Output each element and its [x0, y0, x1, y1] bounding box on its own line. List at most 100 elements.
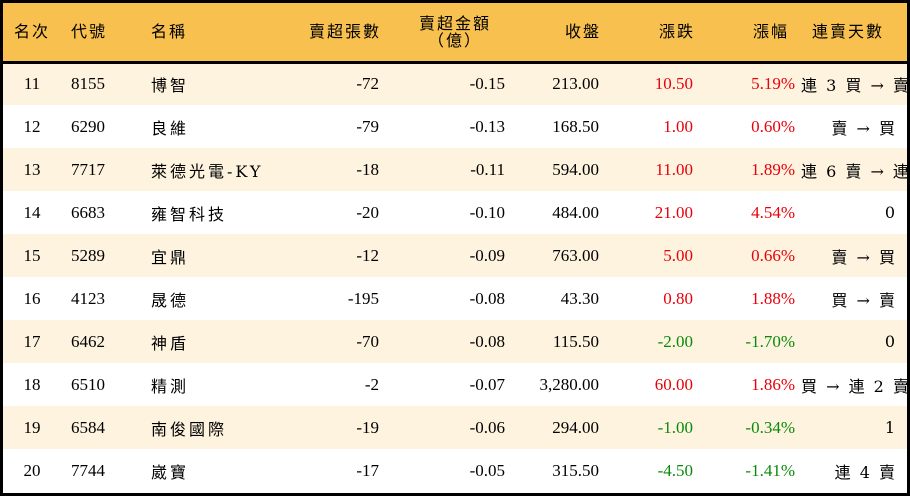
- cell-code: 7717: [71, 159, 105, 179]
- cell-name: 博智: [151, 76, 190, 96]
- cell-consecutive-days: 連 6 賣 → 連 3 買: [801, 161, 910, 181]
- cell-close: 594.00: [552, 159, 599, 179]
- cell-close: 213.00: [552, 74, 599, 94]
- cell-net-sell-lots: -20: [356, 202, 379, 222]
- cell-change-pct: 1.89%: [751, 159, 795, 179]
- cell-rank: 12: [23, 116, 41, 136]
- col-header-net-sell-amount-unit: （億）: [427, 30, 482, 50]
- table-row: 17 6462 神盾 -70 -0.08 115.50 -2.00 -1.70%…: [3, 320, 907, 363]
- cell-rank: 13: [23, 159, 41, 179]
- cell-change: 0.80: [663, 288, 693, 308]
- col-header-consecutive-days: 連賣天數: [811, 22, 884, 42]
- cell-rank: 17: [23, 331, 41, 351]
- cell-net-sell-lots: -79: [356, 116, 379, 136]
- cell-consecutive-days: 買 → 連 2 賣: [801, 376, 909, 396]
- cell-close: 3,280.00: [539, 374, 600, 394]
- cell-code: 6584: [71, 417, 105, 437]
- cell-rank: 20: [23, 460, 41, 480]
- table-row: 11 8155 博智 -72 -0.15 213.00 10.50 5.19% …: [3, 62, 909, 105]
- cell-close: 315.50: [552, 460, 599, 480]
- cell-net-sell-lots: -72: [356, 74, 379, 94]
- cell-change-pct: -0.34%: [745, 417, 795, 437]
- cell-consecutive-days: 連 3 買 → 賣: [801, 76, 909, 96]
- cell-net-sell-lots: -195: [347, 288, 379, 308]
- cell-rank: 19: [23, 417, 41, 437]
- cell-net-sell-lots: -2: [364, 374, 379, 394]
- cell-code: 6510: [71, 374, 105, 394]
- table-body: 11 8155 博智 -72 -0.15 213.00 10.50 5.19% …: [3, 62, 910, 492]
- cell-change-pct: 0.66%: [751, 245, 795, 265]
- col-header-net-sell-amount: 賣超金額 （億）: [385, 3, 511, 62]
- cell-change-pct: -1.70%: [745, 331, 795, 351]
- cell-rank: 15: [23, 245, 41, 265]
- table-row: 18 6510 精測 -2 -0.07 3,280.00 60.00 1.86%…: [3, 363, 909, 406]
- cell-name: 神盾: [151, 333, 190, 353]
- cell-change: 1.00: [663, 116, 693, 136]
- cell-net-sell-amount: -0.13: [469, 116, 505, 136]
- col-header-net-sell-amount-title: 賣超金額: [418, 13, 491, 33]
- cell-change-pct: 4.54%: [751, 202, 795, 222]
- cell-net-sell-amount: -0.15: [469, 74, 505, 94]
- cell-code: 6462: [71, 331, 105, 351]
- cell-code: 6290: [71, 116, 105, 136]
- cell-close: 43.30: [560, 288, 599, 308]
- cell-net-sell-lots: -18: [356, 159, 379, 179]
- cell-consecutive-days: 連 4 賣: [834, 462, 895, 482]
- col-header-close: 收盤: [564, 22, 601, 42]
- cell-rank: 16: [23, 288, 41, 308]
- cell-code: 6683: [71, 202, 105, 222]
- cell-consecutive-days: 買 → 賣: [831, 290, 895, 310]
- cell-close: 168.50: [552, 116, 599, 136]
- cell-code: 8155: [71, 74, 105, 94]
- col-header-change-pct: 漲幅: [752, 22, 789, 42]
- cell-close: 115.50: [552, 331, 599, 351]
- table-row: 20 7744 崴寶 -17 -0.05 315.50 -4.50 -1.41%…: [3, 449, 907, 492]
- cell-consecutive-days: 賣 → 買: [831, 247, 895, 267]
- cell-net-sell-amount: -0.10: [469, 202, 505, 222]
- cell-change: 11.00: [655, 159, 693, 179]
- cell-consecutive-days: 賣 → 買: [831, 118, 895, 138]
- cell-name: 雍智科技: [151, 204, 228, 224]
- cell-close: 294.00: [552, 417, 599, 437]
- cell-name: 精測: [151, 376, 190, 396]
- cell-consecutive-days: 0: [884, 203, 895, 222]
- cell-net-sell-amount: -0.11: [470, 159, 505, 179]
- cell-change: 21.00: [654, 202, 693, 222]
- cell-net-sell-amount: -0.08: [469, 331, 505, 351]
- table-row: 13 7717 萊德光電-KY -18 -0.11 594.00 11.00 1…: [3, 148, 910, 191]
- cell-change-pct: 1.86%: [751, 374, 795, 394]
- col-header-change: 漲跌: [658, 22, 695, 42]
- cell-close: 763.00: [552, 245, 599, 265]
- cell-name: 良維: [151, 118, 190, 138]
- cell-change: 10.50: [654, 74, 693, 94]
- table-row: 14 6683 雍智科技 -20 -0.10 484.00 21.00 4.54…: [3, 191, 907, 234]
- cell-net-sell-lots: -19: [356, 417, 379, 437]
- cell-change-pct: 5.19%: [751, 74, 795, 94]
- cell-change: 60.00: [654, 374, 693, 394]
- header-row: 名次 代號 名稱 賣超張數 賣超金額 （億） 收盤 漲跌 漲幅 連賣天數: [3, 3, 907, 62]
- cell-rank: 11: [23, 74, 41, 94]
- cell-change-pct: 0.60%: [751, 116, 795, 136]
- net-sell-ranking-table: 名次 代號 名稱 賣超張數 賣超金額 （億） 收盤 漲跌 漲幅 連賣天數 11 …: [3, 3, 910, 492]
- table-row: 15 5289 宜鼎 -12 -0.09 763.00 5.00 0.66% 賣…: [3, 234, 907, 277]
- col-header-net-sell-lots: 賣超張數: [308, 22, 381, 42]
- table-row: 12 6290 良維 -79 -0.13 168.50 1.00 0.60% 賣…: [3, 105, 907, 148]
- cell-net-sell-lots: -12: [356, 245, 379, 265]
- cell-change: 5.00: [663, 245, 693, 265]
- cell-net-sell-amount: -0.09: [469, 245, 505, 265]
- cell-name: 崴寶: [151, 462, 190, 482]
- cell-name: 晟德: [151, 290, 190, 310]
- table-header: 名次 代號 名稱 賣超張數 賣超金額 （億） 收盤 漲跌 漲幅 連賣天數: [3, 3, 907, 62]
- cell-change: -2.00: [657, 331, 693, 351]
- cell-code: 4123: [71, 288, 105, 308]
- cell-rank: 14: [23, 202, 41, 222]
- cell-net-sell-amount: -0.07: [469, 374, 505, 394]
- col-header-code: 代號: [71, 22, 108, 42]
- cell-net-sell-lots: -70: [356, 331, 379, 351]
- col-header-rank: 名次: [13, 22, 50, 42]
- cell-change-pct: -1.41%: [745, 460, 795, 480]
- cell-code: 5289: [71, 245, 105, 265]
- cell-net-sell-amount: -0.08: [469, 288, 505, 308]
- cell-consecutive-days: 0: [884, 332, 895, 351]
